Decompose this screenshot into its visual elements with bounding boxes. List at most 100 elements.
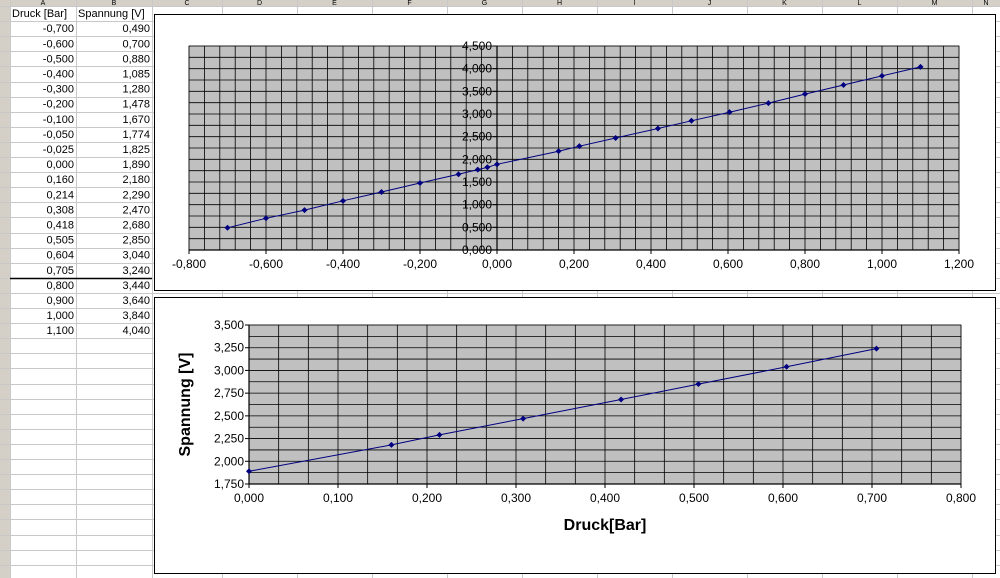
header-druck[interactable]: Druck [Bar] bbox=[12, 8, 67, 20]
cell-druck[interactable]: -0,200 bbox=[43, 99, 74, 111]
data-point[interactable] bbox=[802, 91, 808, 98]
cell-druck[interactable]: -0,400 bbox=[43, 69, 74, 81]
data-point[interactable] bbox=[494, 161, 500, 168]
data-point[interactable] bbox=[765, 100, 772, 107]
cell-druck[interactable]: 0,900 bbox=[46, 295, 74, 307]
cell-spannung[interactable]: 3,240 bbox=[122, 265, 150, 277]
data-point[interactable] bbox=[246, 468, 252, 475]
column-letter-B[interactable]: B bbox=[112, 0, 117, 7]
data-point[interactable] bbox=[474, 166, 481, 173]
data-point[interactable] bbox=[455, 171, 462, 178]
y-tick-label: 2,250 bbox=[214, 432, 244, 446]
cell-spannung[interactable]: 3,640 bbox=[122, 295, 150, 307]
cell-druck[interactable]: -0,700 bbox=[43, 23, 74, 35]
cell-spannung[interactable]: 1,890 bbox=[122, 159, 150, 171]
column-header-strip bbox=[0, 0, 1000, 6]
cell-druck[interactable]: -0,050 bbox=[43, 129, 74, 141]
data-point[interactable] bbox=[388, 441, 395, 448]
cell-druck[interactable]: 0,800 bbox=[46, 280, 74, 292]
column-letter-L[interactable]: L bbox=[858, 0, 862, 7]
column-letter-G[interactable]: G bbox=[482, 0, 487, 7]
header-spannung[interactable]: Spannung [V] bbox=[78, 8, 145, 20]
cell-spannung[interactable]: 2,680 bbox=[122, 220, 150, 232]
y-tick-label: 2,750 bbox=[214, 386, 244, 400]
chart-full-range-svg: 0,000 0,500 1,000 1,500 2,000 2,500 3,000 3,500… bbox=[172, 39, 974, 271]
cell-spannung[interactable]: 1,085 bbox=[122, 69, 150, 81]
chart-positive-range[interactable]: 1,750 2,000 2,250 2,500 2,750 3,000 3,250 3,500… bbox=[154, 297, 996, 574]
data-point[interactable] bbox=[726, 109, 733, 116]
data-point[interactable] bbox=[436, 431, 443, 438]
column-letter-A[interactable]: A bbox=[41, 0, 46, 7]
x-tick-label: 0,300 bbox=[501, 491, 531, 505]
y-tick-label: 3,250 bbox=[214, 341, 244, 355]
cell-druck[interactable]: 0,308 bbox=[46, 204, 74, 216]
cell-spannung[interactable]: 2,850 bbox=[122, 235, 150, 247]
cell-druck[interactable]: 1,100 bbox=[46, 325, 74, 337]
y-axis-title: Spannung [V] bbox=[177, 353, 194, 457]
column-letter-C[interactable]: C bbox=[184, 0, 189, 7]
data-point[interactable] bbox=[917, 63, 924, 70]
data-point[interactable] bbox=[612, 135, 619, 142]
data-point[interactable] bbox=[340, 197, 346, 204]
data-point[interactable] bbox=[417, 179, 423, 186]
cell-druck[interactable]: -0,025 bbox=[43, 144, 74, 156]
data-point[interactable] bbox=[263, 215, 269, 222]
column-letter-M[interactable]: M bbox=[932, 0, 938, 7]
cell-spannung[interactable]: 1,280 bbox=[122, 84, 150, 96]
cell-druck[interactable]: 0,214 bbox=[46, 189, 74, 201]
cell-spannung[interactable]: 1,774 bbox=[122, 129, 150, 141]
cell-druck[interactable]: 0,418 bbox=[46, 220, 74, 232]
cell-spannung[interactable]: 1,825 bbox=[122, 144, 150, 156]
cell-spannung[interactable]: 3,040 bbox=[122, 250, 150, 262]
column-letter-K[interactable]: K bbox=[782, 0, 787, 7]
data-point[interactable] bbox=[224, 224, 231, 231]
cell-druck[interactable]: -0,500 bbox=[43, 53, 74, 65]
cell-spannung[interactable]: 4,040 bbox=[122, 325, 150, 337]
cell-spannung[interactable]: 2,180 bbox=[122, 174, 150, 186]
column-letter-D[interactable]: D bbox=[257, 0, 262, 7]
cell-druck[interactable]: 0,160 bbox=[46, 174, 74, 186]
data-point[interactable] bbox=[618, 396, 625, 403]
data-point[interactable] bbox=[301, 207, 308, 214]
cell-spannung[interactable]: 0,700 bbox=[122, 38, 150, 50]
cell-spannung[interactable]: 3,440 bbox=[122, 280, 150, 292]
data-point[interactable] bbox=[484, 164, 491, 171]
x-tick-label: 0,400 bbox=[636, 257, 666, 271]
cell-spannung[interactable]: 2,470 bbox=[122, 204, 150, 216]
column-letter-J[interactable]: J bbox=[708, 0, 712, 7]
cell-druck[interactable]: 0,604 bbox=[46, 250, 74, 262]
cell-spannung[interactable]: 0,490 bbox=[122, 23, 150, 35]
column-letter-F[interactable]: F bbox=[407, 0, 411, 7]
data-point[interactable] bbox=[576, 143, 583, 150]
column-letter-E[interactable]: E bbox=[332, 0, 337, 7]
column-letter-N[interactable]: N bbox=[983, 0, 988, 7]
data-point[interactable] bbox=[688, 117, 695, 124]
cell-spannung[interactable]: 3,840 bbox=[122, 310, 150, 322]
x-tick-label: -0,800 bbox=[172, 257, 206, 271]
x-tick-label: 0,000 bbox=[482, 257, 512, 271]
data-point[interactable] bbox=[695, 381, 702, 388]
cell-druck[interactable]: 1,000 bbox=[46, 310, 74, 322]
cell-druck[interactable]: -0,100 bbox=[43, 114, 74, 126]
chart-full-range[interactable]: 0,000 0,500 1,000 1,500 2,000 2,500 3,000 3,500… bbox=[154, 14, 996, 291]
cell-druck[interactable]: -0,600 bbox=[43, 38, 74, 50]
data-point[interactable] bbox=[555, 148, 562, 155]
column-letter-I[interactable]: I bbox=[634, 0, 636, 7]
cell-druck[interactable]: -0,300 bbox=[43, 84, 74, 96]
cell-spannung[interactable]: 1,670 bbox=[122, 114, 150, 126]
data-point[interactable] bbox=[378, 188, 385, 195]
cell-spannung[interactable]: 0,880 bbox=[122, 53, 150, 65]
column-letter-H[interactable]: H bbox=[557, 0, 562, 7]
x-tick-label: 0,400 bbox=[590, 491, 620, 505]
cell-druck[interactable]: 0,505 bbox=[46, 235, 74, 247]
data-point[interactable] bbox=[873, 345, 880, 352]
cell-spannung[interactable]: 1,478 bbox=[122, 99, 150, 111]
data-point[interactable] bbox=[520, 415, 527, 422]
data-point[interactable] bbox=[654, 125, 661, 132]
cell-druck[interactable]: 0,000 bbox=[46, 159, 74, 171]
cell-druck[interactable]: 0,705 bbox=[46, 265, 74, 277]
data-point[interactable] bbox=[840, 81, 847, 88]
data-point[interactable] bbox=[879, 72, 885, 79]
cell-spannung[interactable]: 2,290 bbox=[122, 189, 150, 201]
data-point[interactable] bbox=[783, 363, 790, 370]
